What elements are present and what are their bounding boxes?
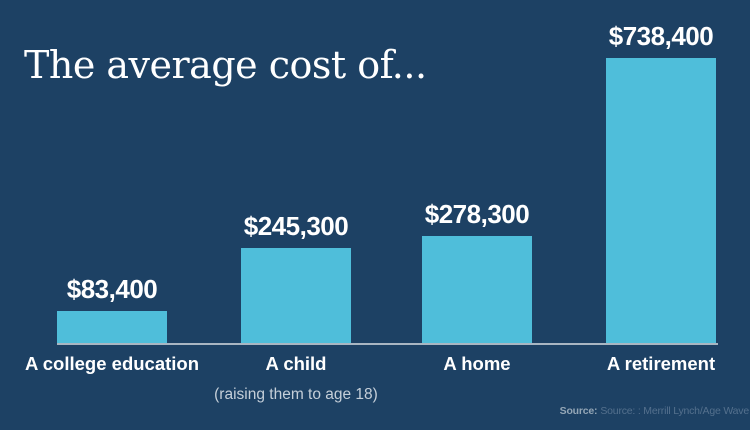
source-label: Source: — [559, 405, 598, 417]
category-label-0: A college education — [24, 353, 200, 374]
bar-value-label-0: $83,400 — [66, 274, 158, 304]
baseline-axis — [57, 343, 718, 345]
bar-value-label-2: $278,300 — [424, 199, 530, 229]
source-attribution: Source: Source: : Merrill Lynch/Age Wave — [559, 405, 750, 417]
chart-title: The average cost of... — [24, 43, 427, 87]
bar-value-label-3: $738,400 — [608, 21, 714, 51]
bar-3 — [606, 58, 716, 343]
source-text: Source: : Merrill Lynch/Age Wave — [600, 405, 749, 417]
bar-0 — [57, 311, 167, 343]
category-note: (raising them to age 18) — [214, 386, 378, 403]
category-label-1: A child — [265, 353, 327, 374]
bar-2 — [422, 236, 532, 343]
bar-1 — [241, 248, 351, 343]
category-label-3: A retirement — [606, 353, 716, 374]
bar-value-label-1: $245,300 — [243, 211, 349, 241]
category-label-2: A home — [443, 353, 511, 374]
